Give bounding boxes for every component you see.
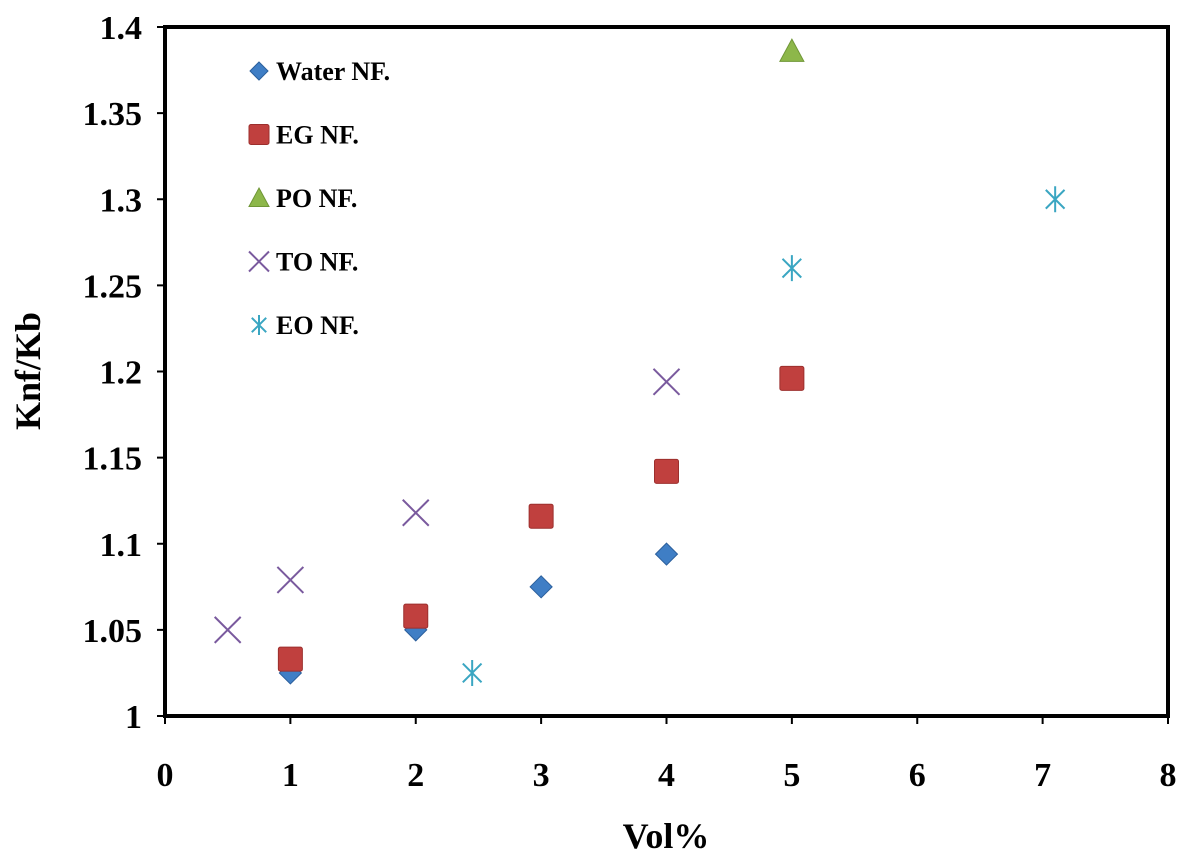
point-eg-nf (403, 603, 429, 629)
legend-marker-eg-nf (248, 124, 270, 145)
y-tick-label: 1.35 (83, 96, 143, 133)
x-tick-label: 3 (533, 757, 550, 794)
legend-label-eg-nf: EG NF. (276, 121, 359, 150)
x-tick-label: 0 (157, 757, 174, 794)
data-points (213, 38, 1066, 686)
point-to-nf (402, 499, 430, 527)
point-water-nf (654, 542, 679, 566)
point-eg-nf (779, 365, 805, 391)
point-to-nf (276, 566, 305, 594)
legend-label-to-nf: TO NF. (276, 248, 358, 277)
x-tick-label: 5 (783, 757, 800, 794)
y-tick-label: 1.15 (83, 441, 143, 478)
x-tick-label: 8 (1160, 757, 1177, 794)
x-axis-title: Vol% (623, 816, 710, 856)
point-eg-nf (654, 458, 679, 484)
point-water-nf (529, 575, 553, 599)
legend-marker-eo-nf (251, 315, 267, 335)
legend-marker-water-nf (249, 61, 269, 81)
point-eo-nf (781, 255, 802, 282)
point-eg-nf (528, 503, 554, 529)
point-eg-nf (277, 646, 303, 672)
legend-marker-po-nf (248, 186, 270, 207)
legend-label-eo-nf: EO NF. (276, 311, 359, 340)
legend-label-water-nf: Water NF. (276, 57, 390, 86)
legend: Water NF. EG NF. PO NF. TO NF. EO NF. (248, 57, 390, 340)
y-tick-label: 1.1 (100, 527, 143, 564)
x-tick-label: 6 (909, 757, 926, 794)
x-tick-label: 1 (282, 757, 299, 794)
legend-label-po-nf: PO NF. (276, 184, 357, 213)
point-to-nf (652, 368, 681, 396)
axis-ticks: 0 1 2 3 4 5 6 7 811.051.11.151.21.251.31.351.4 (83, 10, 1177, 794)
x-tick-label: 4 (658, 757, 675, 794)
point-po-nf (779, 38, 805, 62)
y-tick-label: 1.4 (100, 10, 143, 47)
point-eo-nf (1045, 186, 1066, 213)
x-tick-label: 7 (1034, 757, 1051, 794)
y-tick-label: 1.2 (100, 355, 143, 392)
y-axis-title: Knf/Kb (8, 312, 48, 430)
point-eo-nf (462, 659, 483, 686)
point-to-nf (213, 616, 242, 644)
y-tick-label: 1 (125, 699, 142, 736)
plot-area (163, 25, 1170, 718)
y-tick-label: 1.05 (83, 613, 143, 650)
x-tick-label: 2 (407, 757, 424, 794)
y-tick-label: 1.25 (83, 268, 143, 305)
y-tick-label: 1.3 (100, 182, 143, 219)
legend-marker-to-nf (248, 250, 270, 273)
